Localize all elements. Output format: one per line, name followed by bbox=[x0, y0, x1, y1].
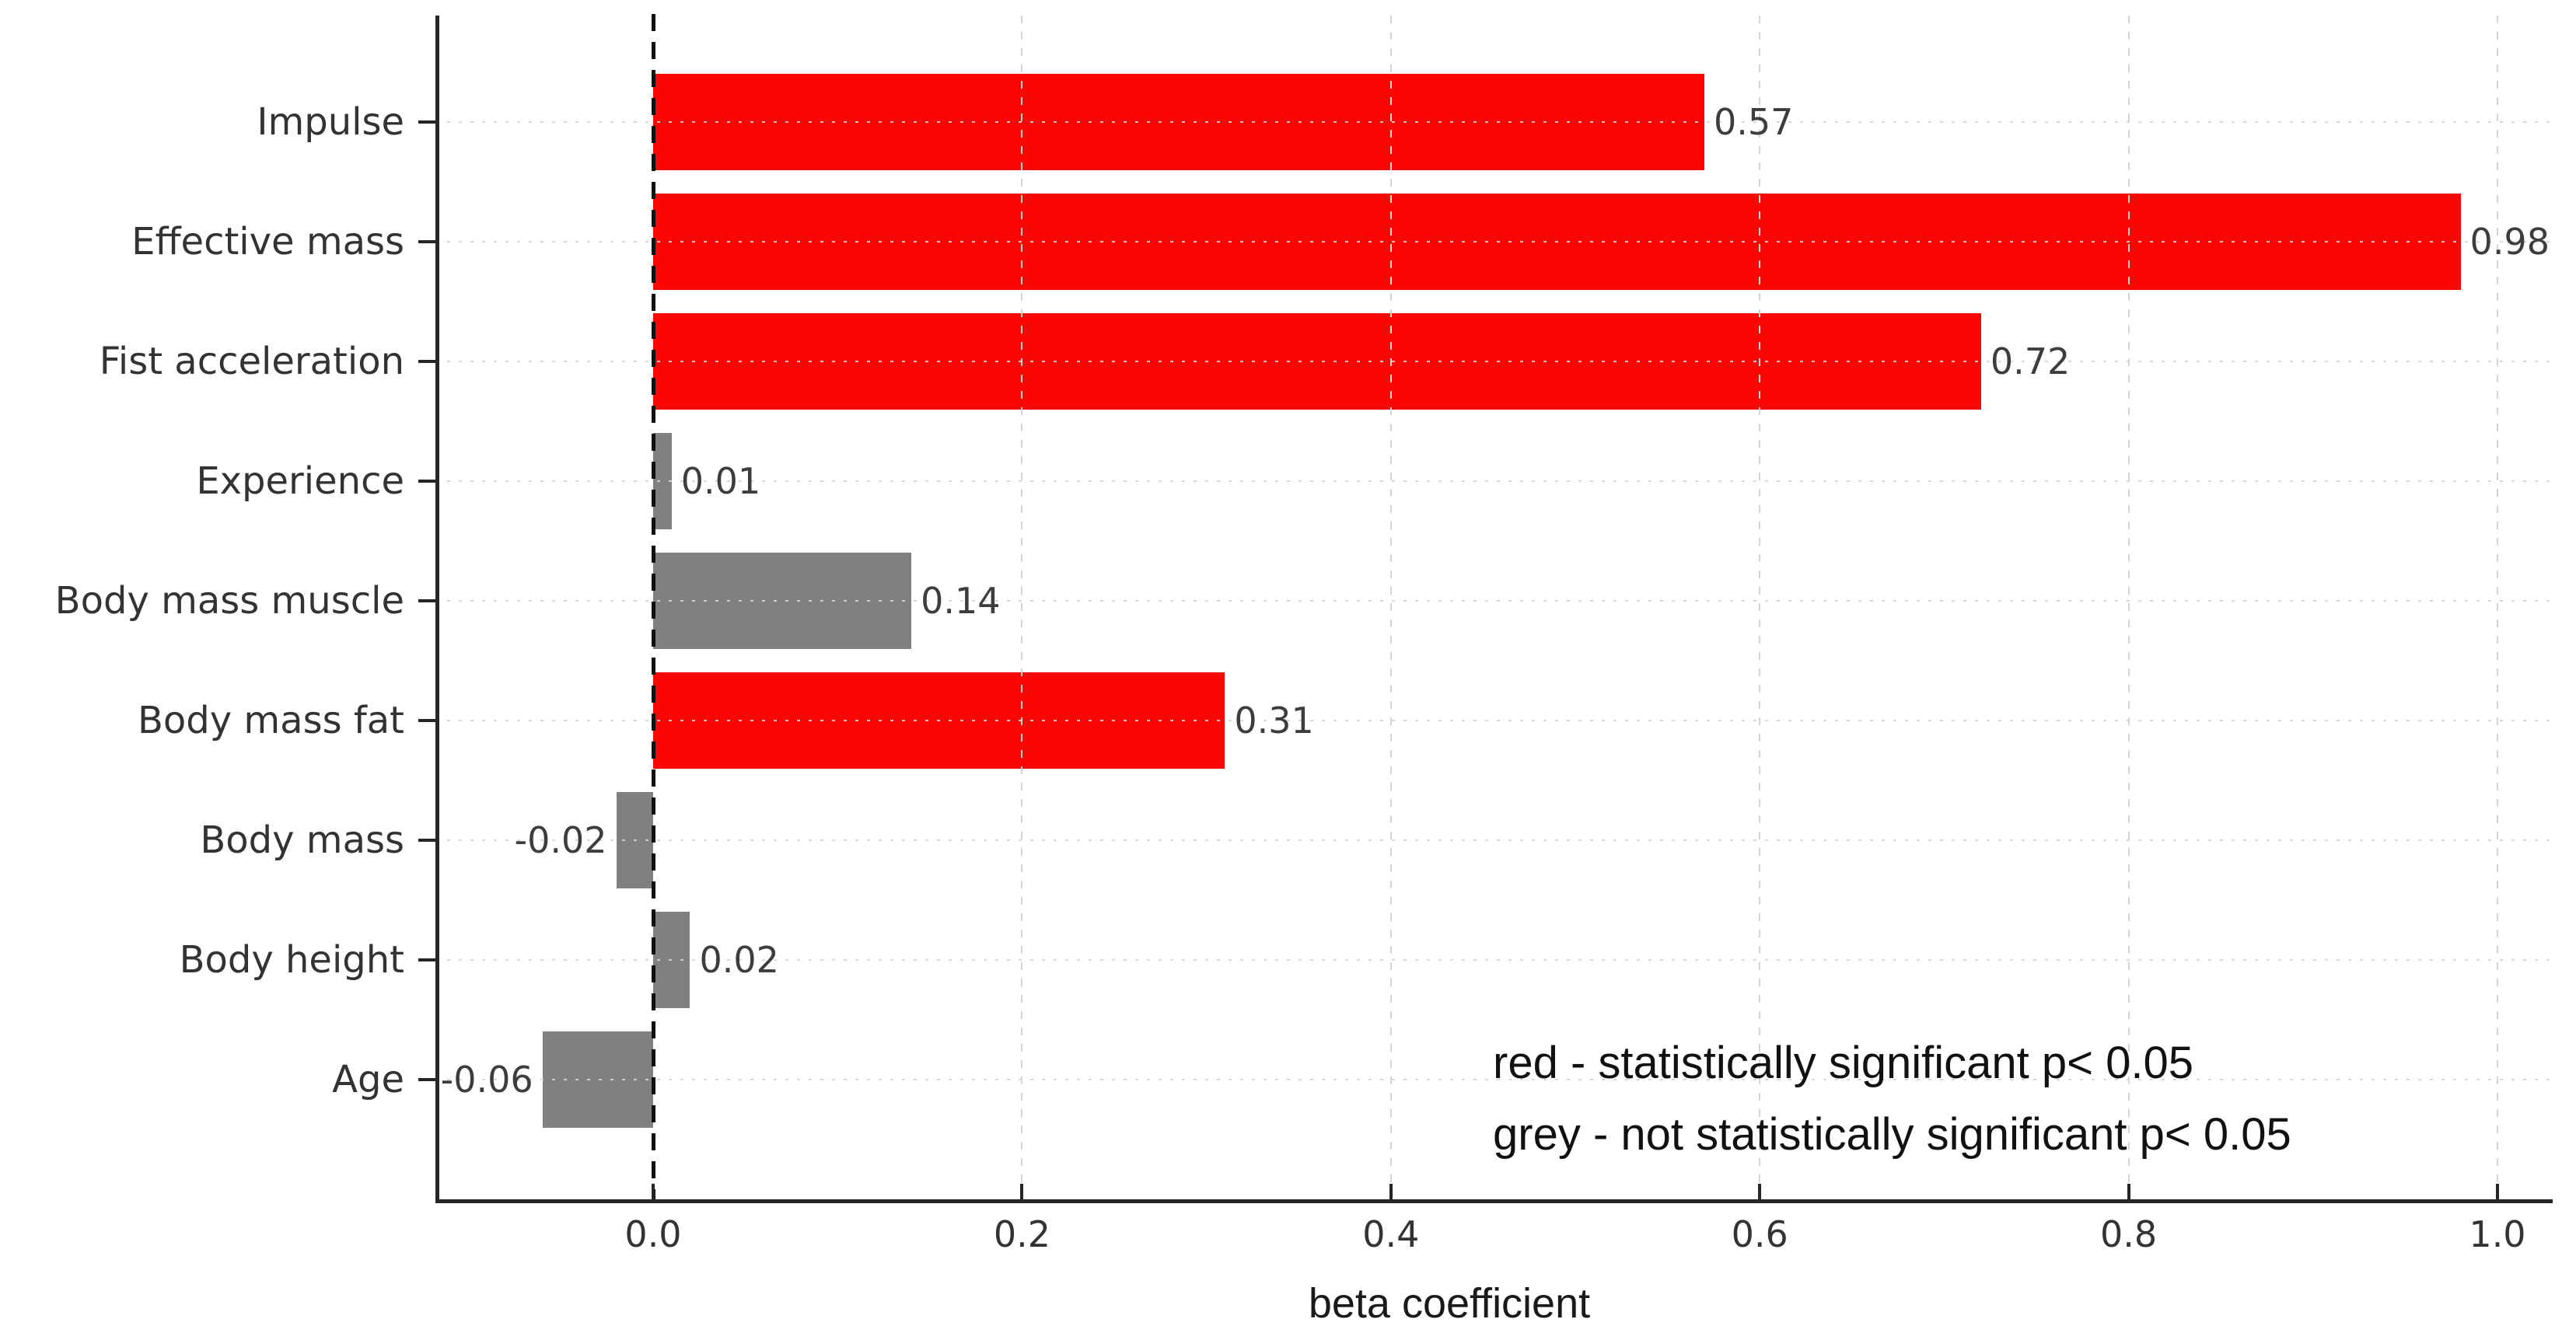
x-tick-label-0.0: 0.0 bbox=[624, 1213, 682, 1255]
category-label-body-mass: Body mass bbox=[200, 818, 404, 862]
x-tick-label-0.8: 0.8 bbox=[2100, 1213, 2158, 1255]
legend-note-line1: red - statistically significant p< 0.05 bbox=[1493, 1038, 2194, 1088]
y-tick-mark-body-mass-fat bbox=[418, 719, 435, 722]
y-tick-mark-age bbox=[418, 1078, 435, 1081]
category-label-age: Age bbox=[332, 1058, 404, 1101]
x-tick-mark-1.0 bbox=[2496, 1184, 2499, 1199]
x-tick-label-0.6: 0.6 bbox=[1731, 1213, 1788, 1255]
y-tick-mark-body-height bbox=[418, 958, 435, 961]
horizontal-gridline-body-mass bbox=[435, 839, 2553, 841]
horizontal-gridline-body-mass-fat bbox=[435, 720, 2553, 721]
bar-value-label-body-mass-fat: 0.31 bbox=[1234, 700, 1314, 742]
y-tick-mark-effective-mass bbox=[418, 240, 435, 243]
x-axis-title: beta coefficient bbox=[1308, 1280, 1591, 1327]
horizontal-gridline-effective-mass bbox=[435, 241, 2553, 243]
x-tick-mark-0.4 bbox=[1389, 1184, 1393, 1199]
horizontal-gridline-age bbox=[435, 1079, 2553, 1080]
legend-note-line2: grey - not statistically significant p< … bbox=[1493, 1108, 2291, 1160]
horizontal-gridline-experience bbox=[435, 480, 2553, 482]
category-label-impulse: Impulse bbox=[257, 100, 404, 144]
y-tick-mark-fist-acceleration bbox=[418, 360, 435, 363]
vertical-gridline-0.4 bbox=[1389, 16, 1392, 1199]
category-label-body-height: Body height bbox=[179, 938, 404, 982]
x-tick-label-1.0: 1.0 bbox=[2469, 1213, 2526, 1255]
horizontal-gridline-fist-acceleration bbox=[435, 361, 2553, 362]
x-axis-line bbox=[435, 1199, 2553, 1203]
bar-value-label-impulse: 0.57 bbox=[1714, 101, 1794, 143]
horizontal-gridline-impulse bbox=[435, 121, 2553, 123]
bar-value-label-age: -0.06 bbox=[440, 1059, 533, 1101]
category-label-body-mass-fat: Body mass fat bbox=[137, 699, 404, 742]
x-tick-mark-0.8 bbox=[2127, 1184, 2130, 1199]
bar-value-label-fist-acceleration: 0.72 bbox=[1990, 340, 2071, 382]
category-label-body-mass-muscle: Body mass muscle bbox=[54, 579, 404, 623]
y-tick-mark-body-mass-muscle bbox=[418, 599, 435, 602]
vertical-gridline-1.0 bbox=[2497, 16, 2498, 1199]
y-axis-spine bbox=[435, 16, 439, 1203]
bar-value-label-body-mass: -0.02 bbox=[514, 819, 607, 861]
horizontal-gridline-body-mass-muscle bbox=[435, 600, 2553, 602]
x-tick-label-0.2: 0.2 bbox=[993, 1213, 1050, 1255]
y-tick-mark-body-mass bbox=[418, 839, 435, 842]
x-tick-label-0.4: 0.4 bbox=[1362, 1213, 1420, 1255]
legend-note: red - statistically significant p< 0.05 … bbox=[1493, 1028, 2291, 1170]
category-label-experience: Experience bbox=[196, 459, 404, 503]
bar-value-label-body-mass-muscle: 0.14 bbox=[921, 580, 1001, 622]
zero-line bbox=[652, 14, 655, 1199]
vertical-gridline-0.6 bbox=[1759, 16, 1761, 1199]
bar-value-label-experience: 0.01 bbox=[680, 460, 761, 502]
bar-value-label-body-height: 0.02 bbox=[699, 939, 779, 981]
category-label-effective-mass: Effective mass bbox=[131, 220, 404, 263]
horizontal-gridline-body-height bbox=[435, 959, 2553, 961]
vertical-gridline-0.8 bbox=[2127, 16, 2130, 1199]
x-tick-mark-0.2 bbox=[1020, 1184, 1024, 1199]
y-tick-mark-impulse bbox=[418, 120, 435, 124]
x-tick-mark-0.0 bbox=[652, 1184, 655, 1199]
category-label-fist-acceleration: Fist acceleration bbox=[99, 340, 404, 383]
vertical-gridline-0.2 bbox=[1021, 16, 1023, 1199]
x-tick-mark-0.6 bbox=[1758, 1184, 1762, 1199]
bar-value-label-effective-mass: 0.98 bbox=[2469, 221, 2550, 263]
y-tick-mark-experience bbox=[418, 480, 435, 483]
